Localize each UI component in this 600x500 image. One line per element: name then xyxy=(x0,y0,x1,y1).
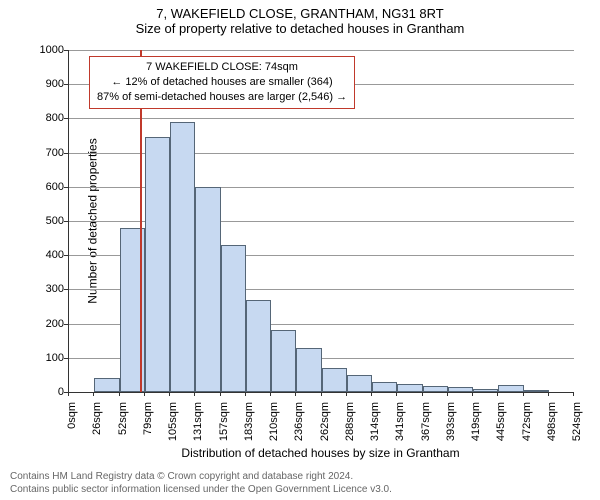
x-tickmark xyxy=(523,392,524,396)
y-tickmark xyxy=(64,118,68,119)
x-tickmark xyxy=(396,392,397,396)
x-tickmark xyxy=(447,392,448,396)
histogram-bar xyxy=(271,330,296,392)
y-tick-label: 300 xyxy=(46,283,64,295)
x-tick-label: 498sqm xyxy=(546,402,558,462)
x-tickmark xyxy=(472,392,473,396)
x-tick-label: 341sqm xyxy=(394,402,406,462)
histogram-bar xyxy=(195,187,220,392)
x-tick-label: 131sqm xyxy=(192,402,204,462)
x-tickmark xyxy=(119,392,120,396)
histogram-bar xyxy=(170,122,195,392)
info-line-smaller: ← 12% of detached houses are smaller (36… xyxy=(97,75,347,90)
y-tickmark xyxy=(64,289,68,290)
y-tickmark xyxy=(64,50,68,51)
x-tickmark xyxy=(548,392,549,396)
chart-title: 7, WAKEFIELD CLOSE, GRANTHAM, NG31 8RT xyxy=(0,0,600,21)
y-tickmark xyxy=(64,221,68,222)
property-info-box: 7 WAKEFIELD CLOSE: 74sqm ← 12% of detach… xyxy=(89,56,355,109)
x-tickmark xyxy=(144,392,145,396)
x-tick-label: 105sqm xyxy=(167,402,179,462)
y-tick-label: 800 xyxy=(46,112,64,124)
y-tick-label: 700 xyxy=(46,147,64,159)
x-tickmark xyxy=(497,392,498,396)
y-tickmark xyxy=(64,324,68,325)
histogram-bar xyxy=(473,389,498,392)
x-tickmark xyxy=(321,392,322,396)
y-tickmark xyxy=(64,358,68,359)
x-tick-label: 367sqm xyxy=(420,402,432,462)
x-tickmark xyxy=(371,392,372,396)
y-tickmark xyxy=(64,255,68,256)
x-tick-label: 210sqm xyxy=(268,402,280,462)
y-tick-label: 100 xyxy=(46,352,64,364)
y-tick-label: 600 xyxy=(46,181,64,193)
histogram-bar xyxy=(524,390,549,392)
x-tick-label: 236sqm xyxy=(293,402,305,462)
info-line-larger: 87% of semi-detached houses are larger (… xyxy=(97,90,347,105)
x-tickmark xyxy=(93,392,94,396)
y-tick-label: 200 xyxy=(46,318,64,330)
x-tick-label: 157sqm xyxy=(218,402,230,462)
footer-line2: Contains public sector information licen… xyxy=(10,483,590,496)
x-tick-label: 183sqm xyxy=(243,402,255,462)
y-tick-label: 1000 xyxy=(40,44,64,56)
info-line-address: 7 WAKEFIELD CLOSE: 74sqm xyxy=(97,60,347,75)
x-tick-label: 52sqm xyxy=(117,402,129,462)
x-tick-label: 393sqm xyxy=(445,402,457,462)
x-tick-label: 262sqm xyxy=(319,402,331,462)
chart-subtitle: Size of property relative to detached ho… xyxy=(0,21,600,38)
histogram-bar xyxy=(372,382,397,392)
x-tickmark xyxy=(220,392,221,396)
histogram-bar xyxy=(94,378,119,392)
y-tick-label: 400 xyxy=(46,249,64,261)
gridline xyxy=(69,50,574,51)
x-tick-label: 0sqm xyxy=(66,402,78,462)
histogram-bar xyxy=(397,384,422,392)
gridline xyxy=(69,118,574,119)
histogram-bar xyxy=(322,368,347,392)
histogram-bar xyxy=(423,386,448,392)
y-tickmark xyxy=(64,84,68,85)
x-tickmark xyxy=(194,392,195,396)
x-tickmark xyxy=(346,392,347,396)
x-tick-label: 445sqm xyxy=(495,402,507,462)
footer-line1: Contains HM Land Registry data © Crown c… xyxy=(10,470,590,483)
histogram-bar xyxy=(448,387,473,392)
histogram-bar xyxy=(347,375,372,392)
histogram-bar xyxy=(498,385,523,392)
x-tick-label: 79sqm xyxy=(142,402,154,462)
x-tickmark xyxy=(245,392,246,396)
x-tick-label: 26sqm xyxy=(91,402,103,462)
x-tickmark xyxy=(270,392,271,396)
histogram-bar xyxy=(246,300,271,392)
x-tickmark xyxy=(68,392,69,396)
histogram-bar xyxy=(145,137,170,392)
y-tickmark xyxy=(64,153,68,154)
histogram-bar xyxy=(296,348,321,392)
x-tick-label: 288sqm xyxy=(344,402,356,462)
x-tick-label: 314sqm xyxy=(369,402,381,462)
y-tick-label: 900 xyxy=(46,78,64,90)
x-tick-label: 419sqm xyxy=(470,402,482,462)
x-tick-label: 472sqm xyxy=(521,402,533,462)
y-tick-label: 500 xyxy=(46,215,64,227)
x-tickmark xyxy=(295,392,296,396)
footer-attribution: Contains HM Land Registry data © Crown c… xyxy=(10,470,590,496)
x-tick-label: 524sqm xyxy=(571,402,583,462)
x-tickmark xyxy=(573,392,574,396)
histogram-bar xyxy=(221,245,246,392)
y-tickmark xyxy=(64,187,68,188)
x-tickmark xyxy=(422,392,423,396)
x-tickmark xyxy=(169,392,170,396)
